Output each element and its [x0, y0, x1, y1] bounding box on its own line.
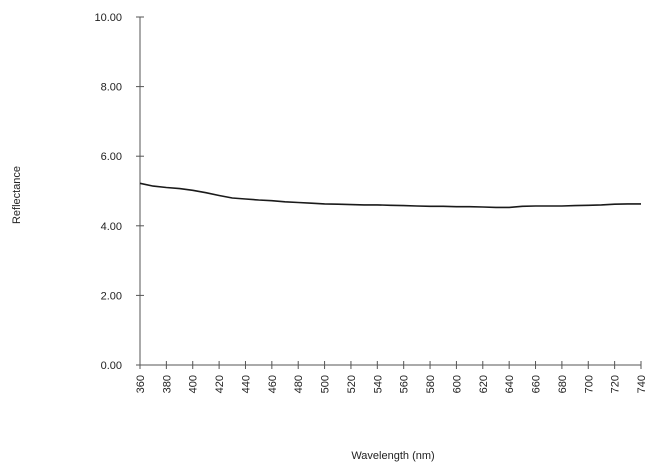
x-tick-label: 680 [557, 375, 569, 393]
x-tick-label: 700 [583, 375, 595, 393]
x-tick-label: 500 [320, 375, 332, 393]
x-tick-label: 600 [451, 375, 463, 393]
x-tick-label: 740 [636, 375, 648, 393]
y-tick-label: 2.00 [101, 290, 122, 302]
x-tick-label: 420 [214, 375, 226, 393]
x-tick-label: 640 [504, 375, 516, 393]
x-tick-label: 360 [135, 375, 147, 393]
x-axis-title: Wavelength (nm) [351, 450, 434, 462]
y-tick-label: 6.00 [101, 151, 122, 163]
y-tick-label: 10.00 [94, 12, 122, 24]
y-axis-title: Reflectance [11, 166, 23, 224]
x-tick-label: 720 [610, 375, 622, 393]
x-tick-label: 480 [293, 375, 305, 393]
x-tick-label: 560 [399, 375, 411, 393]
x-tick-label: 460 [267, 375, 279, 393]
y-ticks-group: 0.00 2.00 4.00 6.00 8.00 10.00 [94, 12, 144, 372]
x-ticks-group: 360 380 400 420 440 460 480 500 520 540 560 580 600 6… [135, 361, 648, 393]
x-tick-label: 380 [161, 375, 173, 393]
series-line [139, 182, 641, 209]
x-tick-label: 540 [372, 375, 384, 393]
x-tick-label: 440 [240, 375, 252, 393]
y-tick-label: 4.00 [101, 221, 122, 233]
y-tick-label: 8.00 [101, 82, 122, 94]
x-tick-label: 520 [346, 375, 358, 393]
y-tick-label: 0.00 [101, 360, 122, 372]
x-tick-label: 400 [188, 375, 200, 393]
x-tick-label: 580 [425, 375, 437, 393]
x-tick-label: 620 [478, 375, 490, 393]
x-tick-label: 660 [531, 375, 543, 393]
